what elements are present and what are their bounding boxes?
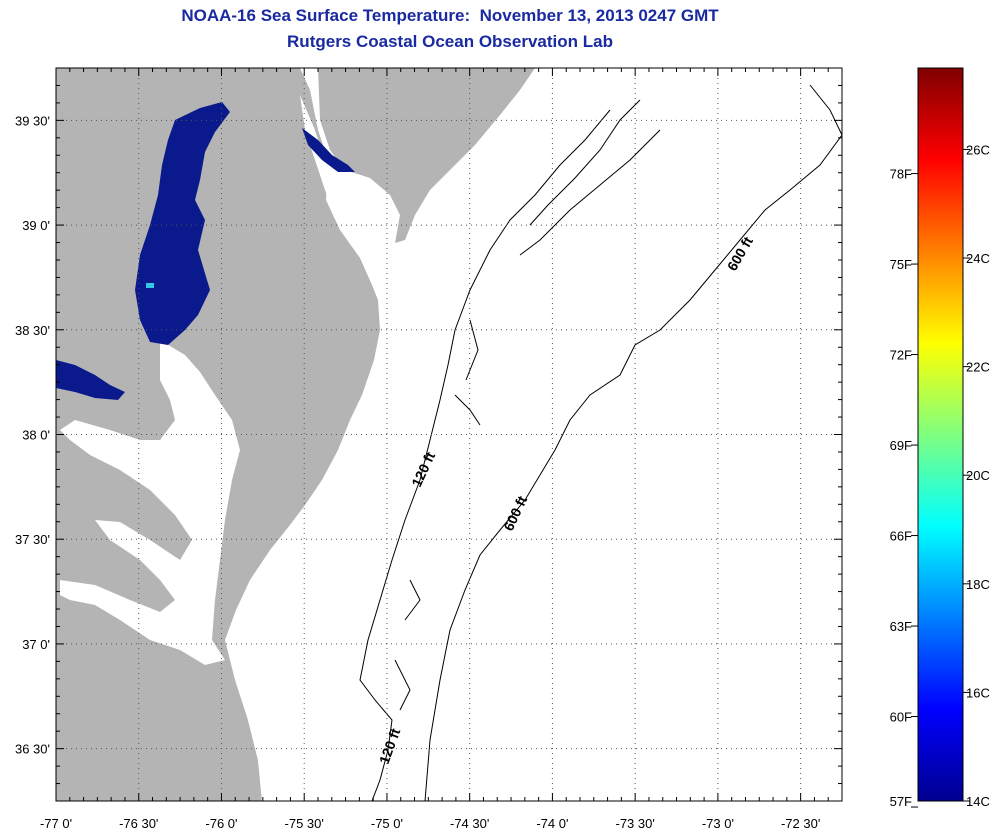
- celsius-label: 20C: [966, 468, 990, 483]
- celsius-label: 18C: [966, 577, 990, 592]
- lat-tick-label: 39 30': [15, 113, 50, 128]
- lon-tick-label: -76 30': [119, 816, 158, 831]
- cold-water-upper-bay: [135, 102, 230, 345]
- land-new-jersey: [318, 68, 535, 243]
- fahrenheit-label: 66F: [890, 529, 912, 544]
- cold-water-delaware: [302, 128, 355, 172]
- celsius-label: 22C: [966, 360, 990, 375]
- celsius-label: 14C: [966, 794, 990, 809]
- lon-tick-label: -73 30': [615, 816, 654, 831]
- map-title: NOAA-16 Sea Surface Temperature: Novembe…: [181, 6, 719, 25]
- lon-tick-label: -74 30': [450, 816, 489, 831]
- delaware-bay: [300, 95, 405, 262]
- colorbar-fahrenheit-labels: 78F 75F 72F 69F 66F 63F 60F 57F: [890, 167, 918, 809]
- warm-pixel: [146, 283, 154, 288]
- contour-120ft: [359, 109, 611, 801]
- longitude-labels: -77 0' -76 30' -76 0' -75 30' -75 0' -74 30' -…: [40, 816, 820, 831]
- lat-tick-label: 36 30': [15, 742, 50, 757]
- lon-tick-label: -75 0': [371, 816, 403, 831]
- fahrenheit-label: 69F: [890, 438, 912, 453]
- latitude-labels: 39 30' 39 0' 38 30' 38 0' 37 30' 37 0' 36 30': [15, 113, 50, 756]
- fahrenheit-label: 75F: [890, 257, 912, 272]
- lat-tick-label: 38 0': [22, 428, 50, 443]
- contour-120ft-islands: [394, 99, 661, 711]
- lon-tick-label: -75 30': [285, 816, 324, 831]
- axis-ticks: [55, 67, 843, 802]
- graticule: [56, 68, 842, 801]
- lat-tick-label: 37 0': [22, 637, 50, 652]
- cold-water-potomac: [56, 360, 125, 400]
- lon-tick-label: -77 0': [40, 816, 72, 831]
- fahrenheit-label: 60F: [890, 710, 912, 725]
- lat-tick-label: 39 0': [22, 218, 50, 233]
- chesapeake-bay: [60, 340, 240, 665]
- fahrenheit-label: 57F: [890, 794, 912, 809]
- contour-600ft: [424, 84, 842, 801]
- celsius-label: 26C: [966, 142, 990, 157]
- lat-tick-label: 38 30': [15, 323, 50, 338]
- fahrenheit-label: 63F: [890, 619, 912, 634]
- colorbar: [917, 67, 964, 802]
- lat-tick-label: 37 30': [15, 532, 50, 547]
- colorbar-celsius-labels: 26C 24C 22C 20C 18C 16C 14C: [963, 142, 990, 809]
- map-subtitle: Rutgers Coastal Ocean Observation Lab: [287, 32, 613, 51]
- lon-tick-label: -73 0': [702, 816, 734, 831]
- celsius-label: 24C: [966, 251, 990, 266]
- lon-tick-label: -76 0': [205, 816, 237, 831]
- fahrenheit-label: 78F: [890, 167, 912, 182]
- fahrenheit-label: 72F: [890, 348, 912, 363]
- lon-tick-label: -72 30': [781, 816, 820, 831]
- celsius-label: 16C: [966, 685, 990, 700]
- lon-tick-label: -74 0': [536, 816, 568, 831]
